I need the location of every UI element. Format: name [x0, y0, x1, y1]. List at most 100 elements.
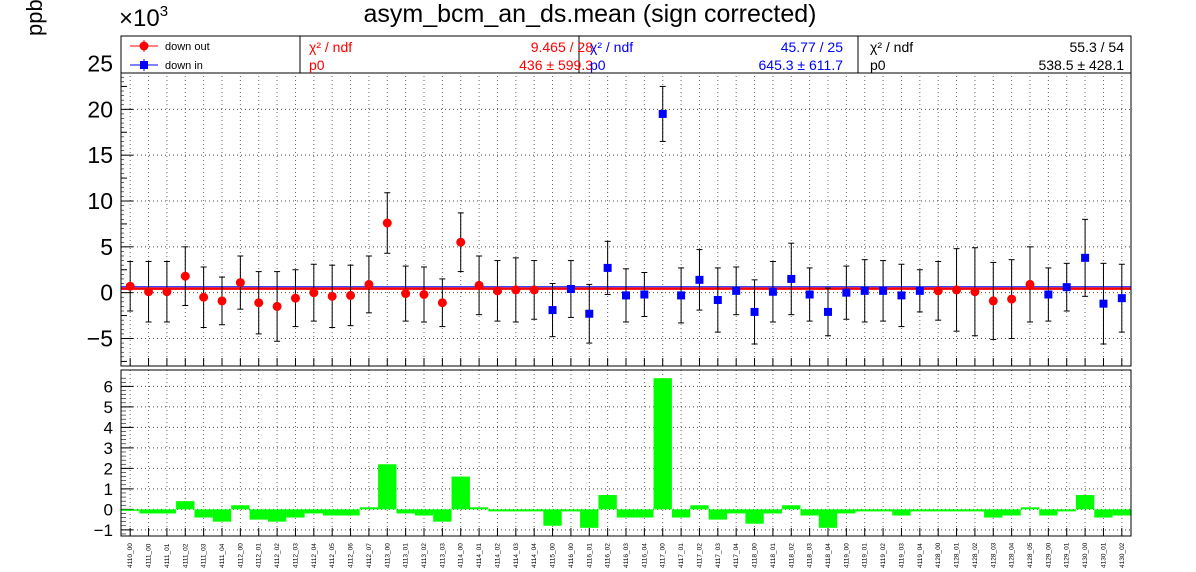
data-point-down-out [327, 291, 337, 301]
x-tick-label: 4112_04 [311, 543, 318, 568]
data-point-down-in [1062, 283, 1071, 292]
x-tick-label: 4116_03 [623, 543, 630, 568]
diff-bar [708, 509, 727, 520]
diff-bar [818, 509, 838, 528]
p0-label: p0 [870, 57, 886, 73]
y-tick-label: 0 [104, 500, 113, 519]
y-tick-label: 20 [87, 96, 113, 122]
y-tick-label: 2 [104, 459, 113, 478]
diff-bar [800, 509, 819, 516]
diff-bar [873, 509, 893, 512]
data-point-down-in [915, 286, 924, 295]
x-tick-label: 4112_01 [256, 543, 263, 568]
x-tick-label: 4112_06 [348, 543, 355, 568]
data-point-down-in [1117, 294, 1126, 303]
x-tick-label: 4119_02 [880, 543, 887, 568]
y-axis-multiplier: ×103 [119, 3, 169, 33]
legend-marker-square [140, 61, 148, 69]
chi-ndf-label: χ² / ndf [590, 39, 633, 55]
y-tick-label: 1 [104, 480, 113, 499]
x-tick-label: 4114_04 [531, 543, 538, 568]
x-tick-label: 4112_07 [366, 543, 373, 568]
diff-bar [525, 509, 544, 512]
y-tick-label: 5 [104, 398, 113, 417]
diff-bar [323, 509, 342, 516]
diff-bar [782, 505, 801, 510]
data-point-down-out [125, 281, 135, 291]
chi-ndf-value: 45.77 / 25 [781, 39, 843, 55]
chart-title: asym_bcm_an_ds.mean (sign corrected) [363, 0, 817, 28]
multiplier-power: 3 [159, 3, 169, 20]
chi-ndf-value: 55.3 / 54 [1070, 39, 1125, 55]
diff-bar [929, 509, 948, 512]
diff-bar [745, 509, 764, 524]
x-tick-label: 4128_01 [954, 542, 961, 568]
top-panel-axis: −5 0 5 10 15 20 25 [87, 35, 1123, 367]
x-tick-label: 4128_04 [1009, 542, 1016, 568]
x-tick-label: 4113_03 [439, 543, 446, 568]
data-point-down-out [511, 285, 521, 295]
diff-bar [433, 509, 452, 522]
diff-bar [690, 505, 709, 510]
x-tick-label: 4119_03 [898, 543, 905, 568]
y-tick-label: 5 [100, 234, 113, 260]
x-tick-label: 4113_02 [421, 543, 428, 568]
x-tick-label: 4116_00 [568, 543, 575, 568]
stats-box-frame [120, 35, 1132, 74]
data-point-down-in [787, 274, 796, 283]
diff-bar [249, 509, 268, 520]
y-tick-label: 10 [87, 188, 113, 214]
x-tick-label: 4111_01 [164, 543, 171, 568]
x-tick-label: 4112_00 [237, 543, 244, 568]
data-point-down-out [970, 287, 980, 297]
y-tick-label: −5 [87, 326, 113, 352]
data-point-down-out [309, 288, 319, 298]
y-tick-label: 3 [104, 439, 113, 458]
x-tick-label: 4114_00 [458, 543, 465, 568]
diff-bar [1112, 509, 1131, 516]
data-point-down-in [658, 109, 667, 118]
x-tick-label: 4117_00 [660, 543, 667, 568]
p0-label: p0 [590, 57, 606, 73]
multiplier-base: ×10 [119, 5, 160, 32]
data-point-down-out [933, 286, 943, 296]
diff-bar [947, 509, 966, 512]
diff-bar [121, 509, 140, 511]
diff-bar [598, 495, 617, 510]
x-tick-label: 4117_01 [678, 543, 685, 568]
chi-ndf-label: χ² / ndf [870, 39, 913, 55]
x-tick-label: 4117_02 [696, 543, 703, 568]
p0-value: 645.3 ± 611.7 [759, 57, 844, 73]
diff-bar [176, 501, 195, 510]
x-tick-label: 4130_01 [1100, 542, 1107, 568]
legend-marker-circle [139, 41, 149, 51]
y-tick-label: 25 [87, 51, 113, 77]
data-point-down-in [622, 291, 630, 300]
diff-bar [892, 509, 911, 516]
data-point-down-out [235, 278, 245, 288]
legend-label: down out [165, 41, 210, 53]
data-point-down-in [1044, 290, 1053, 299]
x-tick-label: 4118_04 [825, 543, 832, 568]
x-tick-label: 4116_02 [605, 543, 612, 568]
p0-value: 538.5 ± 428.1 [1038, 57, 1124, 73]
diff-bar [1020, 507, 1040, 510]
diff-bar [341, 509, 360, 516]
x-tick-label: 4117_04 [733, 543, 740, 568]
data-point-down-in [603, 263, 612, 272]
top-panel-frame [120, 35, 1132, 367]
diff-bar [267, 509, 287, 522]
data-points [125, 85, 1126, 345]
bottom-panel-frame [120, 369, 1132, 537]
data-point-down-in [879, 286, 888, 295]
diff-bar [194, 509, 213, 518]
data-point-down-in [695, 275, 704, 284]
x-tick-label: 4119_00 [843, 543, 850, 568]
data-point-down-out [474, 280, 484, 290]
diff-bar [488, 509, 507, 512]
data-point-down-in [713, 296, 722, 304]
diff-bar [543, 509, 562, 526]
diff-bar [1075, 495, 1095, 510]
chi-ndf-label: χ² / ndf [309, 39, 352, 55]
